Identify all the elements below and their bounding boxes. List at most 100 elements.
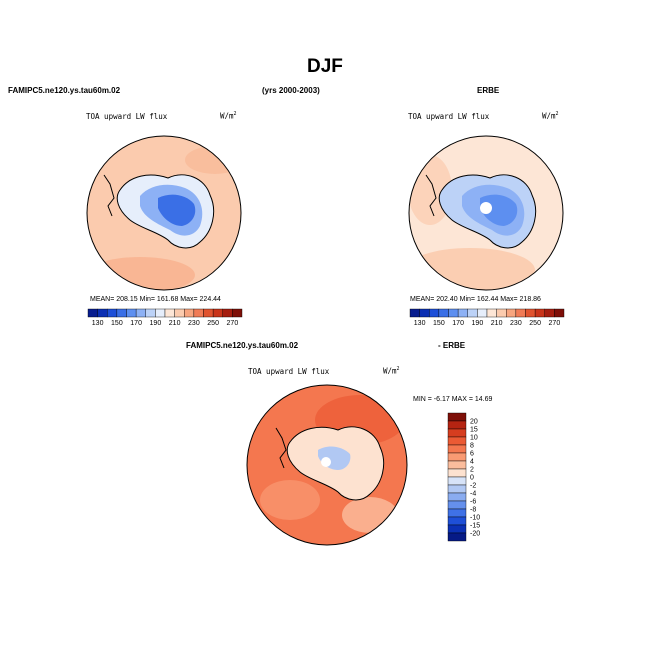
- colorbar-tick-label: 4: [470, 459, 474, 466]
- colorbar-cell: [429, 308, 440, 318]
- colorbar-obs: 130 150 170 190 210 230 250 270: [409, 308, 565, 327]
- map-border: [408, 135, 564, 291]
- colorbar-tick-label: 130: [92, 320, 104, 327]
- colorbar-cell: [447, 436, 467, 446]
- diff-obs-label: - ERBE: [438, 341, 466, 350]
- colorbar-tick-label: 150: [111, 320, 123, 327]
- years-label: (yrs 2000-2003): [262, 86, 320, 95]
- warm-region: [185, 146, 241, 174]
- colorbar-tick-label: -15: [470, 523, 480, 530]
- colorbar-tick-label: 190: [472, 320, 484, 327]
- diff-model-label: FAMIPC5.ne120.ys.tau60m.02: [186, 341, 299, 350]
- colorbar-cell: [506, 308, 517, 318]
- colorbar-cell: [515, 308, 526, 318]
- peninsula-outline: [425, 174, 437, 217]
- colorbar-tick-label: 210: [491, 320, 503, 327]
- colorbar-cell: [447, 516, 467, 526]
- polar-map-difference: [246, 384, 408, 546]
- colorbar-cell: [193, 308, 204, 318]
- colorbar-cell: [447, 468, 467, 478]
- colorbar-cell: [126, 308, 137, 318]
- colorbar-cell: [184, 308, 195, 318]
- colorbar-tick-label: 8: [470, 443, 474, 450]
- map-border: [86, 135, 242, 291]
- colorbar-tick-label: 15: [470, 427, 478, 434]
- pole-hole: [321, 457, 331, 467]
- colorbar-cell: [447, 532, 467, 542]
- colorbar-cell: [448, 308, 459, 318]
- warm-region: [409, 248, 535, 290]
- panel-model-units: W/m2: [220, 111, 237, 121]
- colorbar-cell: [457, 308, 468, 318]
- coldest-region: [158, 194, 196, 226]
- colorbar-tick-label: 230: [188, 320, 200, 327]
- obs-label: ERBE: [477, 86, 500, 95]
- colorbar-cell: [419, 308, 430, 318]
- colorbar-tick-label: 2: [470, 467, 474, 474]
- colorbar-tick-label: 190: [150, 320, 162, 327]
- colorbar-cell: [447, 484, 467, 494]
- colorbar-cell: [155, 308, 166, 318]
- colorbar-cell: [554, 308, 565, 318]
- units-superscript: 2: [396, 366, 400, 372]
- colorbar-cell: [222, 308, 233, 318]
- colorbar-cell: [447, 524, 467, 534]
- colorbar-cell: [87, 308, 98, 318]
- colorbar-cell: [174, 308, 185, 318]
- colorbar-cell: [97, 308, 108, 318]
- colorbar-cell: [447, 428, 467, 438]
- panel-obs-units: W/m2: [542, 111, 559, 121]
- page-title: DJF: [307, 56, 343, 77]
- colorbar-tick-label: 250: [207, 320, 219, 327]
- panel-obs-variable: TOA upward LW flux: [408, 112, 490, 121]
- colorbar-cell: [496, 308, 507, 318]
- peninsula-outline: [103, 174, 115, 217]
- colorbar-cell: [438, 308, 449, 318]
- colorbar-cell: [145, 308, 156, 318]
- colorbar-tick-label: -6: [470, 499, 476, 506]
- colorbar-tick-label: -4: [470, 491, 476, 498]
- colorbar-cell: [525, 308, 536, 318]
- colorbar-cell: [135, 308, 146, 318]
- coldest-region: [480, 194, 518, 226]
- colorbar-tick-label: 10: [470, 435, 478, 442]
- panel-diff-units: W/m2: [383, 366, 400, 376]
- colorbar-cell: [164, 308, 175, 318]
- pole-hole: [480, 202, 492, 214]
- colorbar-cell: [447, 452, 467, 462]
- panel-diff-stats: MIN = -6.17 MAX = 14.69: [413, 396, 493, 403]
- colorbar-model: 130 150 170 190 210 230 250 270: [87, 308, 243, 327]
- colorbar-cell: [486, 308, 497, 318]
- units-superscript: 2: [555, 111, 559, 117]
- colorbar-cell: [203, 308, 214, 318]
- colorbar-cell: [477, 308, 488, 318]
- colorbar-tick-label: 170: [130, 320, 142, 327]
- colorbar-tick-label: 20: [470, 419, 478, 426]
- units-superscript: 2: [233, 111, 237, 117]
- panel-diff-variable: TOA upward LW flux: [248, 367, 330, 376]
- panel-model-stats: MEAN= 208.15 Min= 161.68 Max= 224.44: [90, 296, 221, 303]
- panel-model-variable: TOA upward LW flux: [86, 112, 168, 121]
- colorbar-tick-label: 270: [549, 320, 561, 327]
- polar-map-model: [86, 135, 242, 291]
- colorbar-tick-label: 210: [169, 320, 181, 327]
- colorbar-cell: [467, 308, 478, 318]
- colorbar-tick-label: 270: [227, 320, 239, 327]
- colorbar-tick-label: -2: [470, 483, 476, 490]
- colorbar-cell: [447, 460, 467, 470]
- units-text: W/m: [220, 111, 234, 121]
- colorbar-cell: [447, 412, 467, 422]
- colorbar-cell: [116, 308, 127, 318]
- colorbar-tick-label: 0: [470, 475, 474, 482]
- colorbar-cell: [447, 492, 467, 502]
- colorbar-tick-label: 170: [452, 320, 464, 327]
- mild-region: [260, 480, 320, 520]
- peninsula-outline: [275, 427, 287, 469]
- colorbar-cell: [212, 308, 223, 318]
- panel-obs-stats: MEAN= 202.40 Min= 162.44 Max= 218.86: [410, 296, 541, 303]
- colorbar-tick-label: -20: [470, 531, 480, 538]
- colorbar-cell: [107, 308, 118, 318]
- colorbar-cell: [544, 308, 555, 318]
